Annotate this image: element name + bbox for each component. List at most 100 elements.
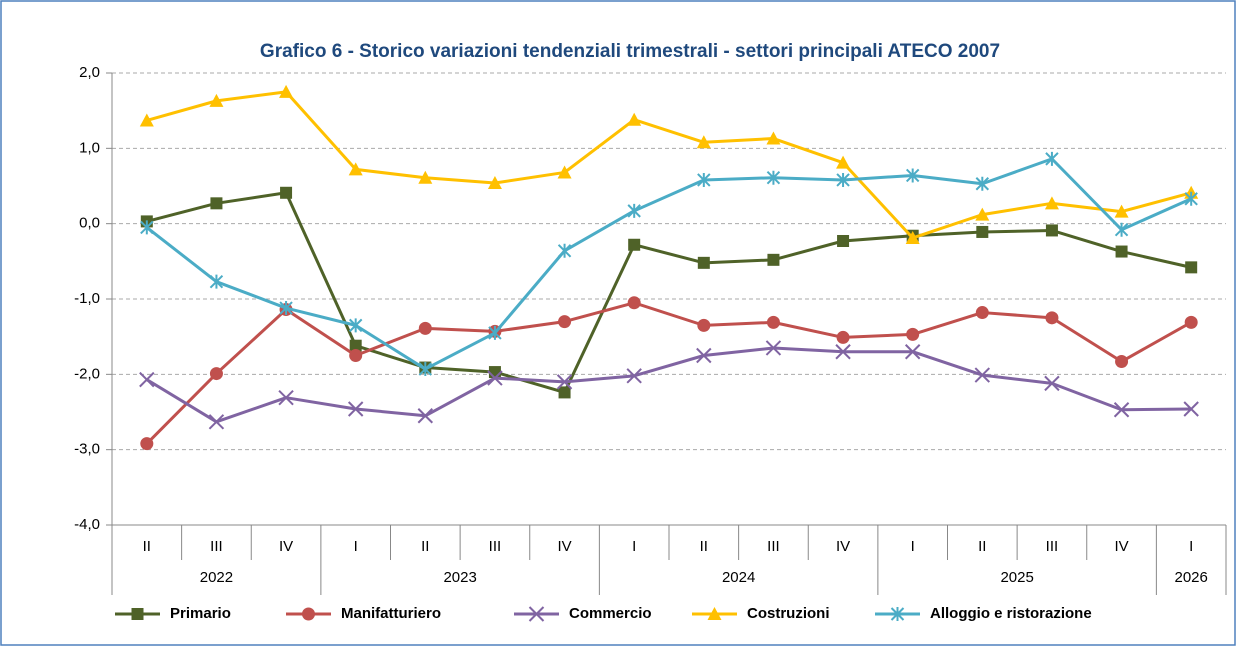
legend-label: Primario [170,605,231,622]
marker [1183,401,1199,417]
marker [210,197,223,210]
marker [1184,191,1198,206]
y-tick-label: 1,0 [79,139,100,156]
marker [975,207,990,221]
marker [974,367,991,383]
legend-label: Manifatturiero [341,605,441,622]
marker [765,340,782,356]
marker [1044,375,1060,392]
marker [348,162,363,176]
marker [139,371,155,388]
marker [697,256,710,269]
marker [627,296,641,310]
marker [697,172,711,187]
marker [302,607,315,621]
marker [278,389,294,406]
x-group-label: 2023 [443,569,476,586]
marker [557,243,572,258]
marker [766,170,781,185]
marker [906,327,920,341]
x-tick-label: IV [557,538,571,555]
x-tick-label: III [210,538,223,555]
marker [209,274,224,289]
marker [418,170,433,184]
line [146,191,1192,394]
x-tick-label: I [632,538,636,555]
x-group-label: 2026 [1175,569,1208,586]
y-tick-label: -3,0 [74,441,100,458]
marker [766,131,781,145]
series [140,186,1198,399]
marker [348,318,363,333]
line [146,90,1192,240]
marker [696,135,711,149]
series [140,151,1198,377]
x-tick-label: II [700,538,708,555]
marker [696,347,712,364]
marker [209,93,224,107]
marker [347,401,364,417]
marker [1114,204,1129,218]
marker [697,318,711,332]
marker [767,253,780,266]
marker [905,230,920,244]
x-tick-label: II [421,538,429,555]
marker [1185,261,1198,274]
legend-label: Alloggio e ristorazione [930,605,1092,622]
marker [904,344,921,360]
marker [836,330,850,344]
marker [628,238,641,251]
marker [836,155,851,169]
legend-label: Costruzioni [747,605,830,622]
marker [1115,245,1128,258]
marker [349,339,362,352]
y-tick-label: -4,0 [74,516,100,533]
marker [417,408,434,424]
marker [1045,311,1059,325]
marker [528,606,545,622]
marker [558,386,571,399]
line [145,301,1192,445]
marker [488,366,501,379]
marker [487,175,502,189]
x-tick-label: IV [1114,538,1128,555]
marker [418,321,432,335]
marker [556,374,573,390]
marker [488,325,502,340]
marker [140,437,154,451]
legend-label: Commercio [569,605,652,622]
marker [836,172,850,187]
marker [280,186,293,199]
x-tick-label: IV [836,538,850,555]
y-tick-label: 2,0 [79,64,100,81]
marker [975,176,990,191]
marker [1113,402,1130,418]
x-group-label: 2024 [722,569,755,586]
marker [890,607,905,621]
series [139,340,1199,430]
marker [1045,151,1059,166]
y-tick-label: -1,0 [74,290,100,307]
y-tick-label: -2,0 [74,365,100,382]
x-tick-label: IV [279,538,293,555]
marker [418,362,433,377]
marker [140,220,154,235]
marker [976,225,989,238]
marker [905,168,920,183]
line [146,346,1192,424]
marker [209,367,223,381]
x-tick-label: II [978,538,986,555]
x-group-label: 2025 [1000,569,1033,586]
marker [1115,355,1129,369]
x-tick-label: III [489,538,502,555]
marker [1045,224,1058,237]
marker [1114,222,1129,237]
marker [837,234,850,247]
marker [131,608,144,620]
series [139,84,1199,244]
marker [558,315,572,329]
marker [766,315,780,329]
marker [626,368,642,384]
